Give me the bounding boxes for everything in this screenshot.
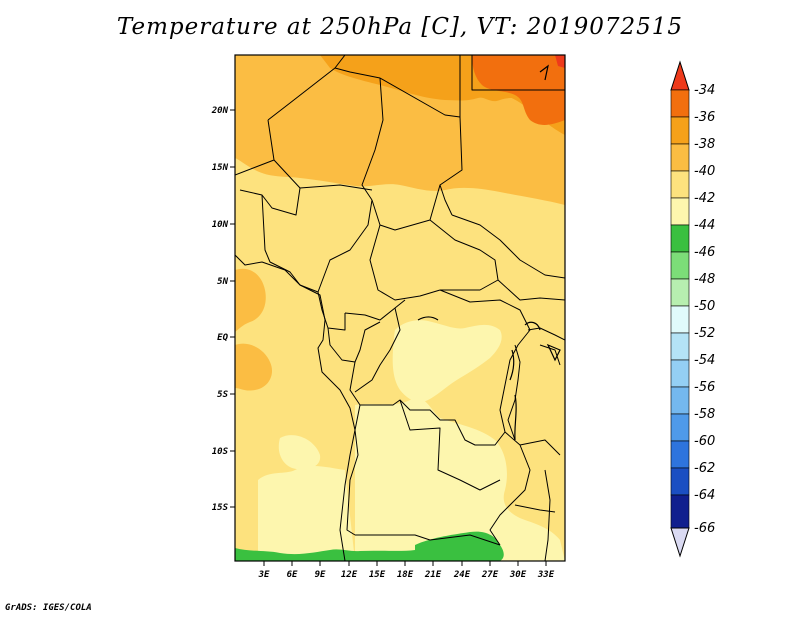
colorbar-segment	[670, 116, 690, 145]
colorbar-label: -36	[694, 110, 715, 125]
lat-tick-label: 15N	[212, 163, 229, 173]
chart-title: Temperature at 250hPa [C], VT: 201907251…	[116, 14, 684, 40]
colorbar-segment	[670, 251, 690, 280]
colorbar-label: -40	[694, 164, 715, 179]
lat-tick-label: 5N	[217, 277, 228, 287]
colorbar: -34 -36 -38 -40 -42 -44 -46 -48 -50 -52 …	[670, 60, 715, 558]
colorbar-label: -50	[694, 299, 715, 314]
colorbar-label: -56	[694, 380, 715, 395]
lon-tick-label: 18E	[397, 570, 414, 580]
colorbar-segment	[670, 278, 690, 307]
lon-tick-label: 15E	[369, 570, 386, 580]
country-borders	[235, 55, 565, 561]
colorbar-segment	[670, 143, 690, 172]
lat-tick-label: EQ	[217, 333, 228, 343]
lon-tick-label: 9E	[315, 570, 326, 580]
colorbar-segment	[670, 89, 690, 118]
contour-42-congo	[392, 320, 502, 402]
colorbar-segment	[670, 170, 690, 199]
colorbar-bottom-arrow	[670, 527, 690, 558]
colorbar-segment	[670, 494, 690, 529]
colorbar-segment	[670, 305, 690, 334]
colorbar-label: -38	[694, 137, 715, 152]
colorbar-segment	[670, 224, 690, 253]
contour-38-gulf	[235, 343, 273, 391]
colorbar-label: -48	[694, 272, 715, 287]
colorbar-segment	[670, 440, 690, 469]
colorbar-label: -54	[694, 353, 715, 368]
colorbar-top-arrow	[670, 60, 690, 91]
colorbar-segment	[670, 467, 690, 496]
lat-tick-label: 15S	[212, 503, 229, 513]
colorbar-label: -66	[694, 521, 715, 536]
contour-gt34	[555, 55, 565, 68]
latitude-axis: 20N 15N 10N 5N EQ 5S 10S 15S	[211, 106, 235, 513]
colorbar-label: -60	[694, 434, 715, 449]
colorbar-label: -34	[694, 83, 715, 98]
contour-42-southwest	[258, 465, 355, 561]
lon-tick-label: 27E	[481, 570, 499, 580]
longitude-axis: 3E 6E 9E 12E 15E 18E 21E 24E 27E 30E 33E	[258, 561, 555, 580]
colorbar-segment	[670, 332, 690, 361]
map-frame	[234, 54, 566, 562]
colorbar-segment	[670, 359, 690, 388]
lat-tick-label: 5S	[217, 390, 228, 400]
colorbar-label: -52	[694, 326, 715, 341]
colorbar-segment	[670, 197, 690, 226]
colorbar-label: -42	[694, 191, 715, 206]
lat-tick-label: 20N	[211, 106, 229, 116]
colorbar-labels: -34 -36 -38 -40 -42 -44 -46 -48 -50 -52 …	[694, 83, 715, 536]
lat-tick-label: 10N	[212, 220, 229, 230]
colorbar-label: -58	[694, 407, 715, 422]
lon-tick-label: 33E	[537, 570, 555, 580]
colorbar-label: -62	[694, 461, 715, 476]
lon-tick-label: 21E	[424, 570, 442, 580]
colorbar-segment	[670, 386, 690, 415]
lake-outlines	[417, 64, 561, 441]
lon-tick-label: 3E	[258, 570, 270, 580]
grads-credit: GrADS: IGES/COLA	[5, 603, 92, 613]
colorbar-label: -46	[694, 245, 715, 260]
lon-tick-label: 12E	[341, 570, 358, 580]
lon-tick-label: 24E	[453, 570, 471, 580]
contour-38-west	[235, 268, 266, 332]
lon-tick-label: 30E	[509, 570, 527, 580]
contour-42-wpatch	[278, 435, 321, 470]
lon-tick-label: 6E	[287, 570, 298, 580]
colorbar-segment	[670, 413, 690, 442]
colorbar-label: -44	[694, 218, 715, 233]
lat-tick-label: 10S	[212, 447, 229, 457]
colorbar-label: -64	[694, 488, 715, 503]
